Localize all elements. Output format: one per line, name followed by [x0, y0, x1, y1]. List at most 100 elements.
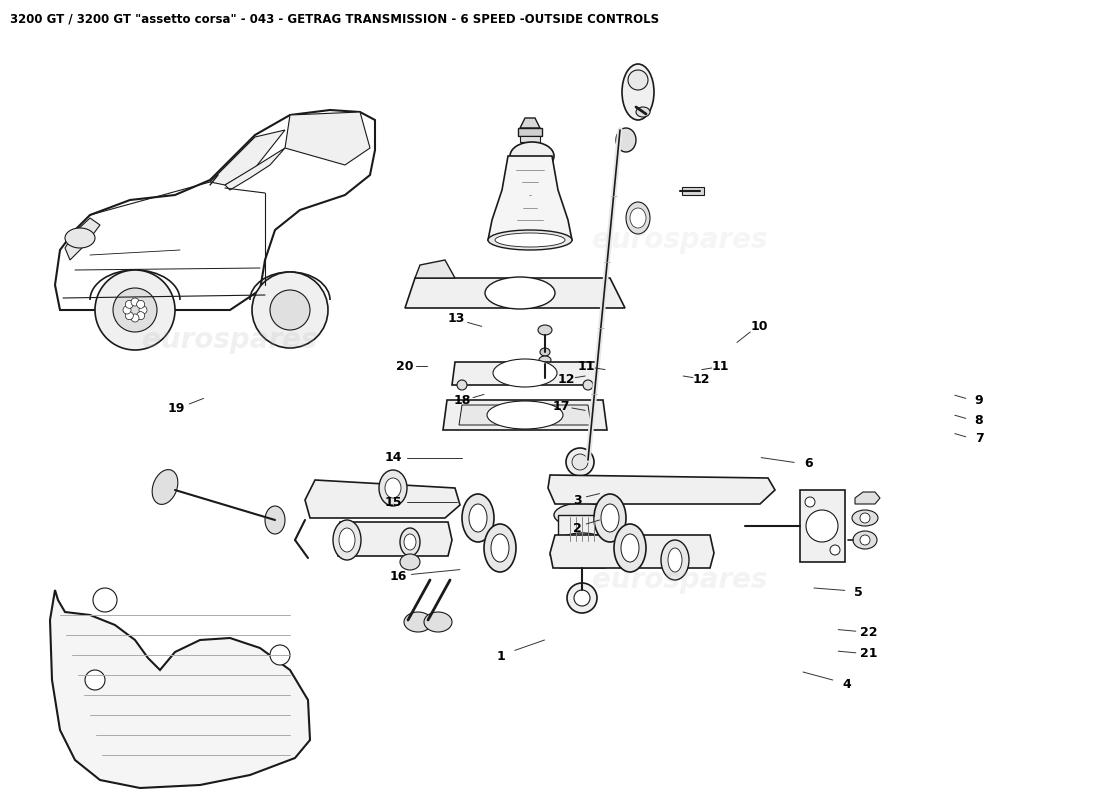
Polygon shape [415, 260, 455, 278]
Text: 22: 22 [860, 626, 878, 638]
Polygon shape [210, 130, 285, 185]
Circle shape [94, 588, 117, 612]
Polygon shape [488, 156, 572, 240]
Bar [558, 515, 606, 543]
Polygon shape [550, 535, 714, 568]
Circle shape [860, 535, 870, 545]
Circle shape [95, 270, 175, 350]
Circle shape [860, 513, 870, 523]
Polygon shape [305, 480, 460, 518]
Text: 13: 13 [448, 312, 465, 325]
Polygon shape [800, 490, 845, 562]
Ellipse shape [626, 202, 650, 234]
Ellipse shape [404, 534, 416, 550]
Circle shape [456, 380, 468, 390]
Circle shape [566, 448, 594, 476]
Circle shape [139, 306, 147, 314]
Ellipse shape [491, 534, 509, 562]
Ellipse shape [400, 554, 420, 570]
Ellipse shape [333, 520, 361, 560]
Ellipse shape [379, 470, 407, 506]
Circle shape [125, 300, 133, 308]
Text: 2: 2 [573, 522, 582, 534]
Ellipse shape [424, 612, 452, 632]
Polygon shape [285, 112, 370, 165]
Bar [518, 128, 542, 136]
Ellipse shape [538, 325, 552, 335]
Bar [682, 187, 704, 195]
Text: 18: 18 [453, 394, 471, 406]
Ellipse shape [594, 494, 626, 542]
Circle shape [136, 312, 145, 320]
Polygon shape [443, 400, 607, 430]
Polygon shape [855, 492, 880, 504]
Polygon shape [548, 475, 775, 504]
Polygon shape [336, 522, 452, 556]
Ellipse shape [495, 233, 565, 247]
Ellipse shape [614, 524, 646, 572]
Polygon shape [55, 110, 375, 310]
Polygon shape [452, 362, 598, 385]
Text: 21: 21 [860, 647, 878, 660]
Circle shape [572, 545, 592, 565]
Text: 17: 17 [552, 400, 570, 413]
Ellipse shape [540, 348, 550, 356]
Circle shape [270, 645, 290, 665]
Text: 10: 10 [750, 320, 768, 333]
Ellipse shape [558, 533, 606, 553]
Ellipse shape [601, 504, 619, 532]
Text: 12: 12 [693, 373, 711, 386]
Text: 14: 14 [385, 451, 403, 464]
Ellipse shape [469, 504, 487, 532]
Circle shape [85, 670, 104, 690]
Ellipse shape [462, 494, 494, 542]
Text: 20: 20 [396, 360, 414, 373]
Text: 5: 5 [854, 586, 862, 598]
Text: 8: 8 [975, 414, 983, 426]
Text: 1: 1 [496, 650, 505, 662]
Circle shape [583, 380, 593, 390]
Ellipse shape [339, 528, 355, 552]
Text: 12: 12 [558, 373, 575, 386]
Text: eurospares: eurospares [142, 326, 318, 354]
Ellipse shape [539, 356, 551, 364]
Polygon shape [520, 118, 540, 128]
Circle shape [572, 480, 592, 500]
Ellipse shape [404, 612, 432, 632]
Ellipse shape [488, 230, 572, 250]
Ellipse shape [487, 401, 563, 429]
Ellipse shape [510, 142, 554, 170]
Circle shape [805, 497, 815, 507]
Text: 9: 9 [975, 394, 983, 406]
Ellipse shape [852, 510, 878, 526]
Circle shape [830, 545, 840, 555]
Circle shape [566, 583, 597, 613]
Text: 19: 19 [167, 402, 185, 414]
Text: 15: 15 [385, 496, 403, 509]
Ellipse shape [385, 478, 402, 498]
Ellipse shape [400, 528, 420, 556]
Text: 16: 16 [389, 570, 407, 582]
Ellipse shape [616, 128, 636, 152]
Ellipse shape [636, 107, 650, 117]
Text: 11: 11 [578, 360, 595, 373]
Circle shape [131, 298, 139, 306]
Text: 11: 11 [712, 360, 729, 373]
Polygon shape [405, 278, 625, 308]
Circle shape [572, 454, 588, 470]
Ellipse shape [621, 64, 654, 120]
Ellipse shape [630, 208, 646, 228]
Polygon shape [65, 218, 100, 260]
Ellipse shape [484, 524, 516, 572]
Ellipse shape [265, 506, 285, 534]
Circle shape [270, 290, 310, 330]
Circle shape [131, 314, 139, 322]
Polygon shape [459, 405, 591, 425]
Ellipse shape [628, 70, 648, 90]
Polygon shape [550, 543, 615, 568]
Circle shape [113, 288, 157, 332]
Ellipse shape [852, 531, 877, 549]
Text: eurospares: eurospares [592, 566, 768, 594]
Circle shape [252, 272, 328, 348]
Ellipse shape [668, 548, 682, 572]
